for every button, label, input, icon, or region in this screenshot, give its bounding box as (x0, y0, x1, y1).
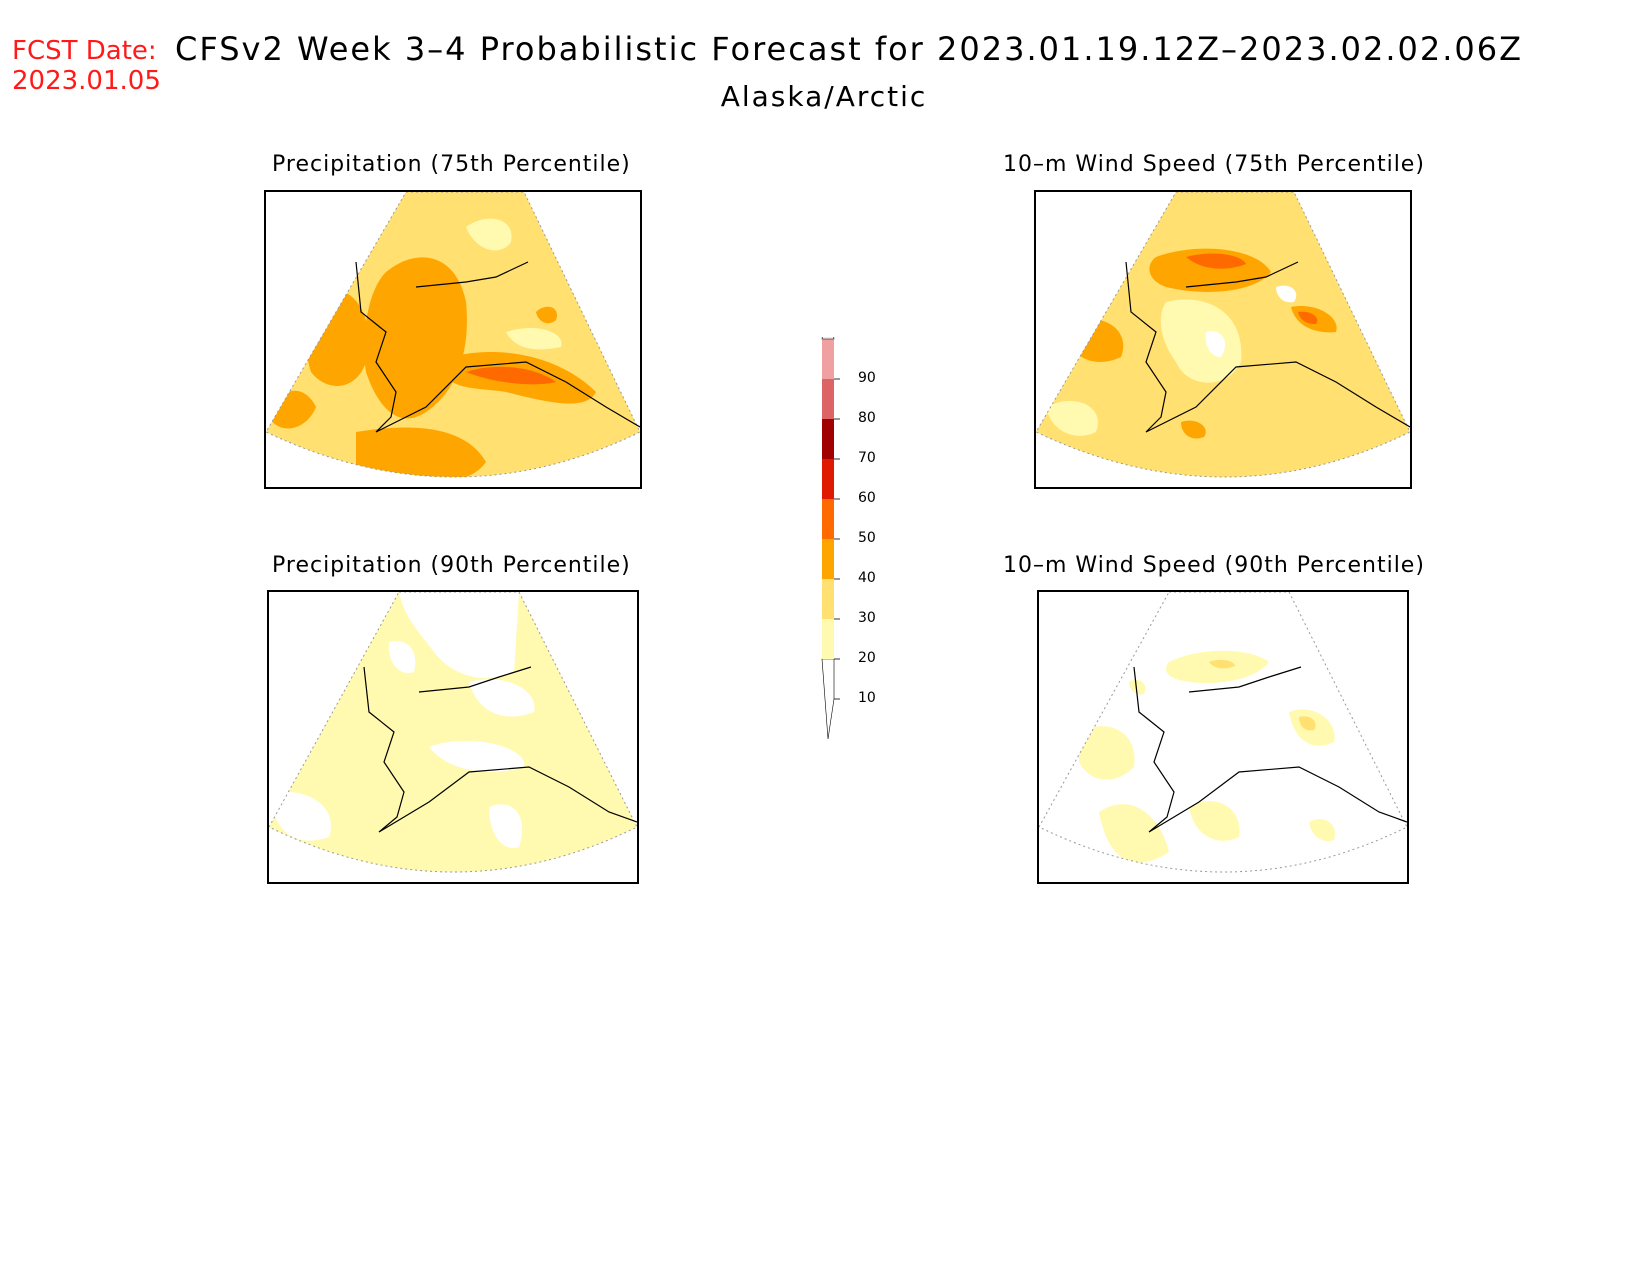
coastline-north (418, 666, 532, 693)
colorbar-bin (822, 379, 834, 419)
probability-fill (269, 592, 637, 872)
map-boundary (1036, 192, 1410, 478)
colorbar-bin (821, 337, 835, 340)
map-boundary (269, 592, 637, 873)
coastline (1125, 261, 1410, 433)
panel-title-precip-90: Precipitation (90th Percentile) (272, 553, 631, 578)
panel-title-wind-90: 10–m Wind Speed (90th Percentile) (1003, 553, 1425, 578)
region-label: Alaska/Arctic (720, 80, 928, 113)
coastline (1133, 666, 1407, 833)
coastline-north (1188, 666, 1302, 693)
colorbar-tick-label: 10 (858, 690, 876, 706)
probability-fill (1036, 192, 1410, 477)
fcst-date-value: 2023.01.05 (12, 66, 161, 96)
colorbar-tick-label: 40 (858, 570, 876, 586)
colorbar-bin (822, 539, 834, 579)
map-precip-90 (269, 592, 637, 873)
map-wind-75 (1036, 192, 1410, 478)
page-title: CFSv2 Week 3–4 Probabilistic Forecast fo… (175, 30, 1524, 68)
colorbar-tick-label: 70 (858, 450, 876, 466)
map-panel-precip-75 (264, 190, 642, 489)
map-wind-90 (1039, 592, 1407, 873)
colorbar-bin (822, 579, 834, 619)
colorbar-bin (822, 499, 834, 539)
map-boundary (1039, 592, 1407, 873)
panel-title-precip-75: Precipitation (75th Percentile) (272, 152, 631, 177)
colorbar-bin (822, 339, 834, 379)
colorbar-tick-label: 30 (858, 610, 876, 626)
panel-title-wind-75: 10–m Wind Speed (75th Percentile) (1003, 152, 1425, 177)
map-panel-precip-90 (267, 590, 639, 884)
coastline (363, 666, 637, 833)
coastline-north (1185, 261, 1299, 288)
fcst-date: FCST Date: 2023.01.05 (12, 36, 161, 96)
map-panel-wind-90 (1037, 590, 1409, 884)
probability-fill (266, 192, 640, 477)
probability-fill (1039, 592, 1407, 872)
map-boundary (266, 192, 640, 478)
map-precip-75 (266, 192, 640, 478)
colorbar-tick-label: 80 (858, 410, 876, 426)
colorbar-tick-label: 60 (858, 490, 876, 506)
colorbar (821, 337, 840, 740)
fcst-date-label: FCST Date: (12, 36, 157, 66)
colorbar-tick-label: 20 (858, 650, 876, 666)
colorbar-bin (822, 419, 834, 459)
colorbar-bin (822, 459, 834, 499)
colorbar-tick-label: 50 (858, 530, 876, 546)
coastline-north (415, 261, 529, 288)
colorbar-bin (821, 658, 835, 740)
colorbar-tick-label: 90 (858, 370, 876, 386)
region-title: Alaska/Arctic (0, 80, 1650, 113)
colorbar-bin (822, 619, 834, 659)
coastline (355, 261, 640, 433)
map-panel-wind-75 (1034, 190, 1412, 489)
